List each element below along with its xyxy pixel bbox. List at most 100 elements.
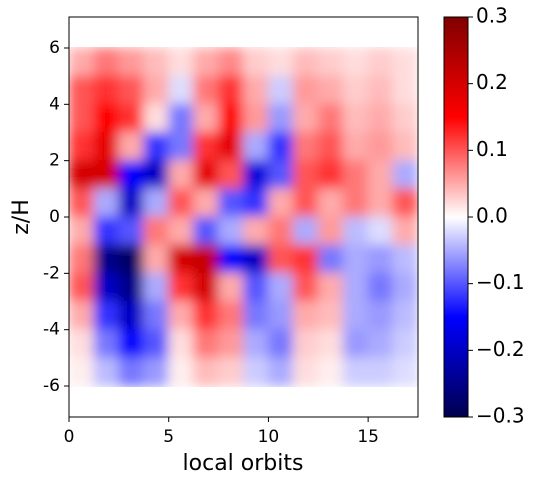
heat-cell [392,131,418,162]
heat-cell [69,131,95,162]
heat-cell [267,103,294,133]
heat-cell [292,188,319,218]
heat-cell [193,47,220,77]
heat-cell [392,301,418,331]
heat-cell [69,160,95,190]
heat-cell [243,216,269,246]
x-axis-label: local orbits [183,451,304,475]
heat-cell [69,244,95,274]
y-tick-label: -4 [43,320,60,340]
heat-cell [193,272,220,303]
heat-cell [243,47,269,77]
heat-cell [118,75,145,105]
heat-cell [143,131,170,162]
heat-cell [317,357,344,387]
heat-cell [168,244,195,274]
y-tick-label: 6 [49,38,60,58]
heat-cell [367,75,394,105]
heat-cell [243,244,269,274]
heat-cell [317,188,344,218]
heat-cell [118,47,145,77]
heat-cell [392,357,418,387]
heat-cell [342,188,369,218]
heat-cell [342,329,369,359]
heat-cell [168,216,195,246]
heat-cell [267,47,294,77]
heat-cell [168,188,195,218]
heat-cell [392,188,418,218]
heat-cell [143,329,170,359]
heat-cell [118,357,145,387]
heat-cell [243,357,269,387]
y-tick-label: 2 [49,151,60,171]
heat-cell [218,216,244,246]
heat-cell [143,75,170,105]
heat-cell [69,103,95,133]
heat-cell [367,272,394,303]
heat-cell [292,103,319,133]
heat-cell [243,75,269,105]
heat-cell [267,301,294,331]
heat-cell [367,216,394,246]
heat-cell [118,216,145,246]
heat-cell [193,329,220,359]
heat-cell [193,357,220,387]
y-tick-label: 0 [49,207,60,227]
heat-cell [392,160,418,190]
x-tick-label: 0 [64,427,75,447]
heat-cell [367,131,394,162]
heat-cell [93,75,120,105]
heat-cell [218,103,244,133]
heat-cell [243,188,269,218]
heat-cell [218,131,244,162]
heat-cell [367,103,394,133]
heat-cell [118,272,145,303]
heat-cell [93,244,120,274]
heat-cell [267,329,294,359]
heat-cell [342,301,369,331]
heat-cell [392,244,418,274]
heat-cell [392,103,418,133]
axes: 0 5 10 15 -6 -4 -2 0 2 4 6 [43,16,419,447]
heat-cell [367,160,394,190]
heat-cell [93,188,120,218]
colorbar-tick-label: 0.3 [476,4,508,28]
heat-cell [267,131,294,162]
heat-cell [342,357,369,387]
heat-cell [218,357,244,387]
heat-cell [168,75,195,105]
heat-cell [69,188,95,218]
heat-cell [69,357,95,387]
heat-cell [218,47,244,77]
heat-cell [317,75,344,105]
heat-cell [69,272,95,303]
heat-cell [243,103,269,133]
y-tick-label: -2 [43,263,60,283]
heat-cell [143,357,170,387]
heat-cell [193,103,220,133]
heat-cell [193,216,220,246]
y-axis-label: z/H [9,199,34,235]
y-tick-label: -6 [43,376,60,396]
heat-cell [118,188,145,218]
heat-cell [118,301,145,331]
heat-cell [392,75,418,105]
heat-cell [367,301,394,331]
heat-cell [317,244,344,274]
heat-cell [292,160,319,190]
heat-cell [93,301,120,331]
heat-cell [168,131,195,162]
heat-cell [143,47,170,77]
heat-cell [193,75,220,105]
heat-cell [218,329,244,359]
heat-cell [267,272,294,303]
colorbar [443,16,469,418]
heat-cell [392,329,418,359]
heat-cell [392,272,418,303]
heat-cell [168,103,195,133]
heat-cell [267,75,294,105]
heat-cell [292,47,319,77]
heat-cell [93,216,120,246]
heat-cell [367,47,394,77]
heat-cell [267,244,294,274]
